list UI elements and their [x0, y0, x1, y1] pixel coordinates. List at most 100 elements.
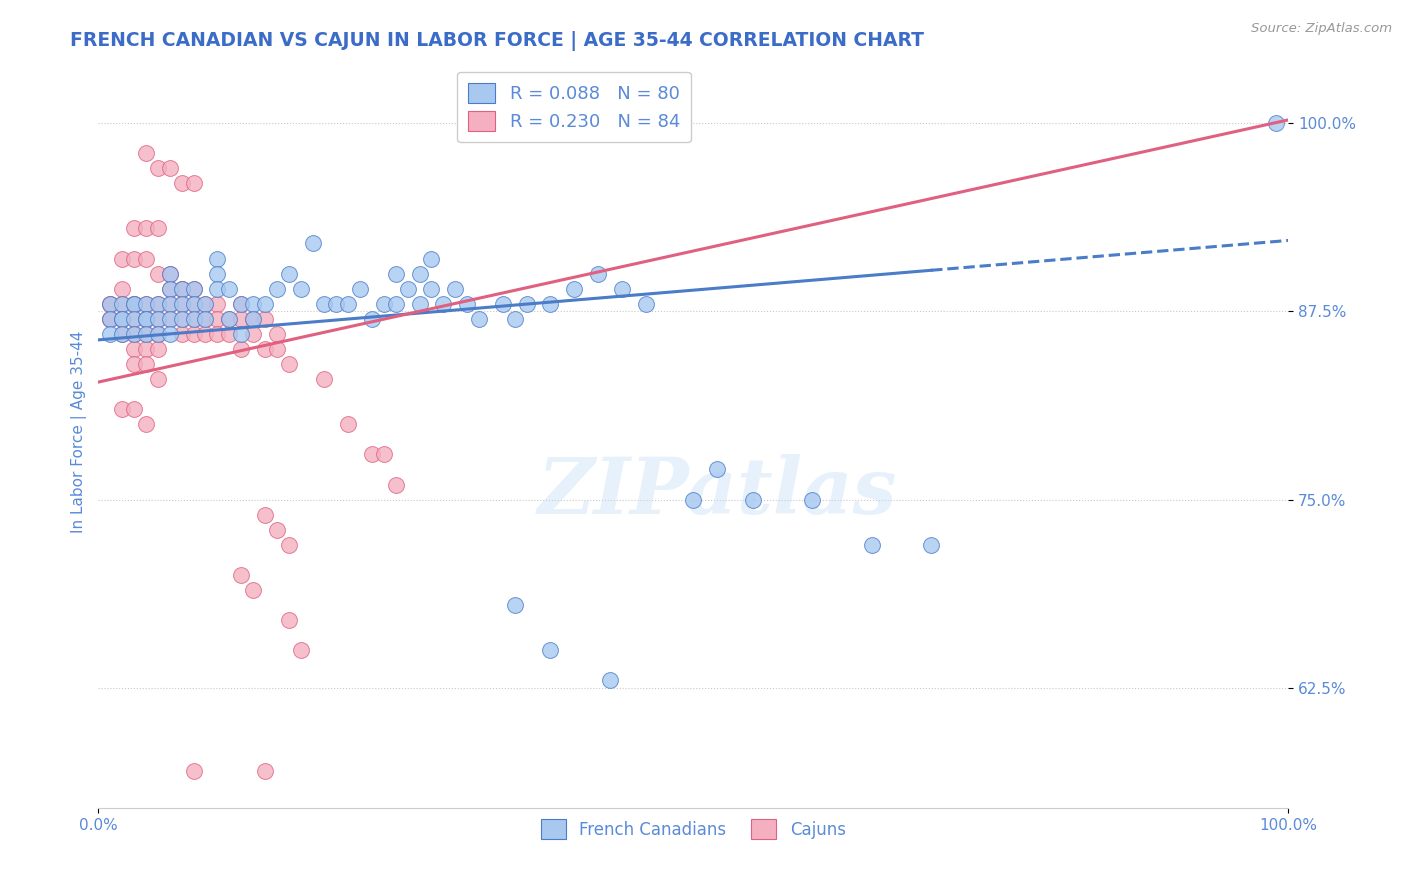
Point	[860, 538, 883, 552]
Point	[146, 297, 169, 311]
Text: FRENCH CANADIAN VS CAJUN IN LABOR FORCE | AGE 35-44 CORRELATION CHART: FRENCH CANADIAN VS CAJUN IN LABOR FORCE …	[70, 31, 924, 51]
Point	[540, 297, 562, 311]
Point	[361, 311, 384, 326]
Point	[111, 326, 134, 341]
Point	[634, 297, 657, 311]
Point	[122, 342, 145, 356]
Point	[135, 311, 157, 326]
Point	[801, 492, 824, 507]
Point	[122, 297, 145, 311]
Point	[277, 357, 299, 371]
Point	[1265, 116, 1288, 130]
Point	[159, 282, 181, 296]
Point	[229, 311, 252, 326]
Point	[159, 311, 181, 326]
Point	[253, 297, 276, 311]
Point	[170, 297, 193, 311]
Point	[207, 267, 229, 281]
Point	[111, 311, 134, 326]
Point	[98, 297, 121, 311]
Point	[159, 297, 181, 311]
Point	[183, 282, 205, 296]
Point	[111, 402, 134, 417]
Point	[183, 764, 205, 778]
Point	[229, 297, 252, 311]
Point	[706, 462, 728, 476]
Point	[253, 342, 276, 356]
Point	[361, 447, 384, 461]
Point	[183, 311, 205, 326]
Point	[170, 176, 193, 190]
Point	[290, 282, 312, 296]
Point	[218, 311, 240, 326]
Point	[242, 311, 264, 326]
Point	[111, 297, 134, 311]
Point	[337, 417, 360, 432]
Point	[194, 297, 217, 311]
Point	[122, 311, 145, 326]
Point	[170, 282, 193, 296]
Point	[111, 252, 134, 266]
Point	[408, 297, 430, 311]
Point	[337, 297, 360, 311]
Point	[122, 221, 145, 235]
Point	[98, 297, 121, 311]
Point	[444, 282, 467, 296]
Point	[207, 311, 229, 326]
Point	[159, 161, 181, 175]
Point	[492, 297, 515, 311]
Point	[562, 282, 585, 296]
Point	[159, 267, 181, 281]
Point	[146, 311, 169, 326]
Point	[170, 297, 193, 311]
Point	[586, 267, 609, 281]
Point	[253, 311, 276, 326]
Point	[207, 326, 229, 341]
Point	[135, 326, 157, 341]
Point	[183, 311, 205, 326]
Point	[159, 267, 181, 281]
Point	[122, 402, 145, 417]
Text: Source: ZipAtlas.com: Source: ZipAtlas.com	[1251, 22, 1392, 36]
Point	[111, 326, 134, 341]
Point	[170, 311, 193, 326]
Point	[194, 311, 217, 326]
Point	[266, 326, 288, 341]
Point	[325, 297, 347, 311]
Point	[540, 643, 562, 657]
Point	[159, 311, 181, 326]
Point	[253, 508, 276, 522]
Point	[170, 311, 193, 326]
Text: ZIPatlas: ZIPatlas	[537, 454, 897, 531]
Point	[135, 221, 157, 235]
Point	[253, 764, 276, 778]
Point	[111, 311, 134, 326]
Point	[159, 297, 181, 311]
Point	[98, 297, 121, 311]
Point	[349, 282, 371, 296]
Point	[218, 282, 240, 296]
Point	[266, 282, 288, 296]
Point	[159, 282, 181, 296]
Point	[194, 311, 217, 326]
Point	[146, 311, 169, 326]
Point	[135, 326, 157, 341]
Point	[516, 297, 538, 311]
Point	[111, 297, 134, 311]
Point	[98, 311, 121, 326]
Point	[135, 311, 157, 326]
Point	[111, 282, 134, 296]
Point	[373, 447, 395, 461]
Point	[301, 236, 323, 251]
Point	[183, 297, 205, 311]
Point	[599, 673, 621, 688]
Point	[242, 297, 264, 311]
Point	[135, 342, 157, 356]
Point	[277, 613, 299, 627]
Point	[146, 342, 169, 356]
Point	[207, 252, 229, 266]
Point	[408, 267, 430, 281]
Point	[122, 297, 145, 311]
Point	[266, 523, 288, 537]
Point	[135, 297, 157, 311]
